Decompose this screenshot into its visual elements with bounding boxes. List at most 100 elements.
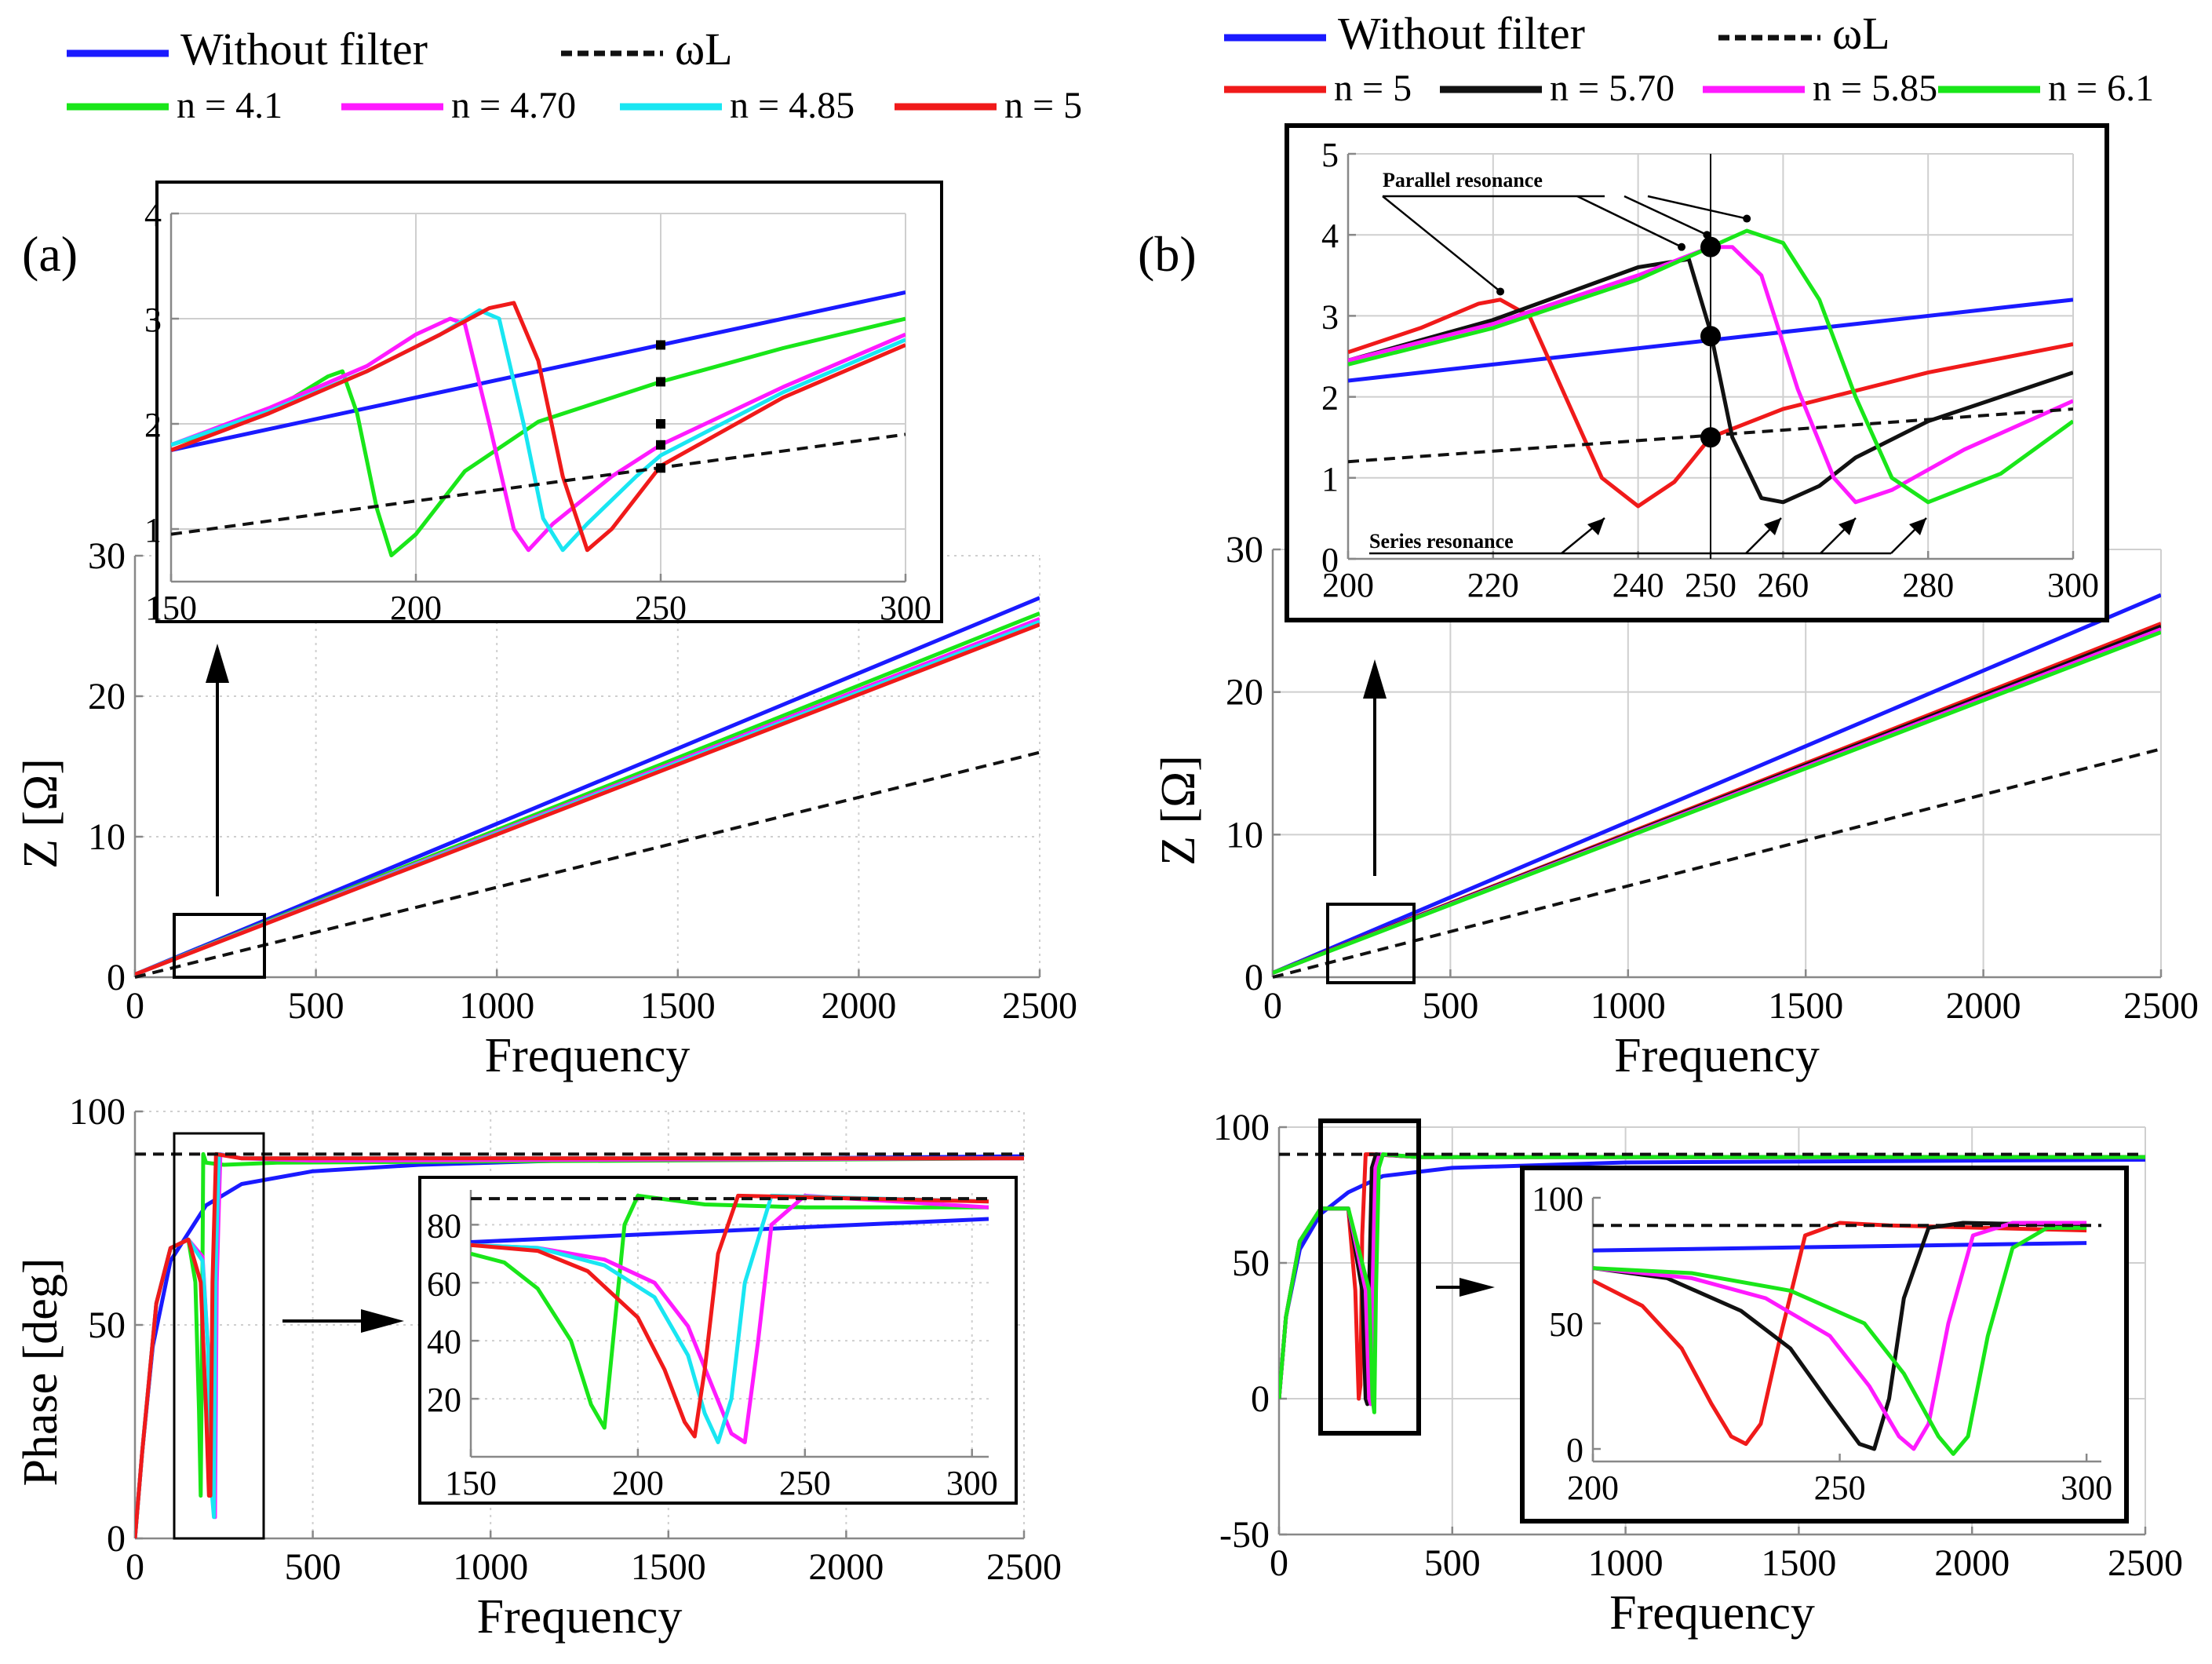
point-marker <box>656 463 665 473</box>
y-axis-label: Z [Ω] <box>1152 755 1205 866</box>
x-axis-label: Frequency <box>1614 1029 1820 1082</box>
y-tick-label: 30 <box>1226 529 1263 571</box>
y-tick-label: 100 <box>1532 1180 1583 1218</box>
y-tick-label: 80 <box>427 1206 461 1245</box>
legend-label: n = 5 <box>1334 68 1412 109</box>
x-tick-label: 300 <box>880 589 931 627</box>
point-marker <box>656 440 665 450</box>
x-tick-label: 2500 <box>986 1546 1062 1588</box>
chart-a-impedance: 0 500 1000 1500 2000 2500 0 10 20 30 Frequency Z [Ω… <box>14 535 1077 1082</box>
series-arrow-head <box>1587 518 1605 535</box>
zoom-decorations <box>173 644 1495 1540</box>
y-tick-label: 4 <box>144 195 162 234</box>
y-tick-label: 20 <box>1226 672 1263 713</box>
x-tick-label: 1500 <box>631 1546 706 1588</box>
legend: Without filter ωL n = 5 n = 5.70 n = 5.85 n =… <box>1224 8 2154 109</box>
x-tick-label: 1000 <box>453 1546 528 1588</box>
legend-label-without-filter: Without filter <box>180 24 428 75</box>
zoom-box-a-phase <box>173 1132 265 1540</box>
x-tick-label: 500 <box>285 1546 341 1588</box>
parallel-arrow-tip <box>1703 231 1711 239</box>
zoom-arrow-head <box>1459 1278 1495 1297</box>
x-tick-label: 200 <box>1322 566 1374 604</box>
y-tick-label: 100 <box>1213 1107 1270 1148</box>
chart-a-impedance-inset: 150 200 250 300 1 2 3 4 <box>144 181 943 627</box>
x-tick-label: 150 <box>445 1464 497 1502</box>
zoom-box-a-impedance <box>173 913 266 979</box>
x-tick-label: 250 <box>779 1464 831 1502</box>
y-axis-label: Z [Ω] <box>14 758 67 869</box>
x-tick-label: 240 <box>1613 566 1664 604</box>
y-tick-label: 20 <box>427 1381 461 1419</box>
series-line-magenta <box>171 316 906 553</box>
y-tick-label: 60 <box>427 1264 461 1303</box>
y-tick-label: 50 <box>1232 1243 1270 1284</box>
series-group <box>1279 1152 2145 1414</box>
x-tick-label: 200 <box>1567 1469 1619 1507</box>
x-axis-label: Frequency <box>1609 1586 1815 1640</box>
y-tick-label: 10 <box>1226 814 1263 856</box>
parallel-arrow <box>1623 195 1707 236</box>
x-tick-label: 280 <box>1902 566 1954 604</box>
x-tick-label: 220 <box>1467 566 1519 604</box>
x-tick-label: 1500 <box>640 985 716 1027</box>
legend-label: n = 4.85 <box>730 85 855 126</box>
legend-label-omega-l: ωL <box>675 24 733 75</box>
series-line-magenta <box>471 1193 989 1444</box>
y-tick-label: 50 <box>1549 1305 1583 1344</box>
x-tick-label: 2500 <box>2123 985 2199 1027</box>
y-tick-label: -50 <box>1219 1514 1270 1556</box>
panel-label-a: (a) <box>22 226 78 282</box>
series-group <box>1273 593 2161 979</box>
series-line-red <box>1348 297 2073 509</box>
y-tick-label: 3 <box>144 301 162 339</box>
series-line-blue <box>135 596 1040 976</box>
chart-a-phase: 0 500 1000 1500 2000 2500 0 50 100 Frequency Phase… <box>14 1091 1062 1644</box>
series-line-dashed <box>171 432 906 536</box>
y-tick-label: 0 <box>1321 541 1339 579</box>
x-tick-label: 1000 <box>1591 985 1666 1027</box>
y-tick-label: 2 <box>1321 379 1339 418</box>
chart-b-phase-inset: 200 250 300 0 50 100 <box>1520 1166 2129 1524</box>
zoom-arrow-head <box>206 644 229 683</box>
y-tick-label: 0 <box>107 1518 126 1560</box>
x-tick-label: 0 <box>1263 985 1282 1027</box>
series-line-black <box>1348 257 2073 505</box>
series-line-dashed <box>1273 747 2161 979</box>
y-tick-label: 1 <box>1321 460 1339 498</box>
point-marker <box>656 419 665 429</box>
y-tick-label: 1 <box>144 511 162 549</box>
y-axis-label: Phase [deg] <box>14 1258 67 1487</box>
series-group <box>1593 1221 2101 1456</box>
legend: Without filter ωL n = 4.1 n = 4.70 n = 4.85 n… <box>67 24 1082 126</box>
x-tick-label: 2000 <box>1934 1542 2010 1584</box>
x-tick-label: 500 <box>1422 985 1478 1027</box>
parallel-arrow <box>1647 195 1747 220</box>
x-tick-label: 2500 <box>1002 985 1077 1027</box>
inset-frame <box>155 181 943 623</box>
series-group <box>135 596 1040 979</box>
x-tick-label: 260 <box>1757 566 1809 604</box>
x-axis-label: Frequency <box>477 1590 683 1644</box>
legend-label: n = 5.85 <box>1813 68 1937 109</box>
parallel-arrow <box>1576 195 1682 248</box>
zoom-box-b-impedance <box>1326 903 1416 984</box>
series-arrow-head <box>1909 518 1926 535</box>
series-line-blue <box>1593 1241 2087 1253</box>
x-tick-label: 250 <box>1685 566 1736 604</box>
series-arrow-head <box>1764 518 1781 535</box>
legend-label: n = 5 <box>1004 85 1082 126</box>
x-tick-label: 2500 <box>2108 1542 2183 1584</box>
panel-label-b: (b) <box>1138 226 1197 282</box>
y-tick-label: 100 <box>69 1091 126 1133</box>
series-line-red <box>1593 1221 2087 1447</box>
x-tick-label: 300 <box>2061 1469 2112 1507</box>
parallel-arrow-tip <box>1678 243 1686 251</box>
legend-label: n = 4.70 <box>451 85 576 126</box>
x-tick-label: 250 <box>635 589 687 627</box>
y-tick-label: 50 <box>88 1305 126 1346</box>
x-tick-label: 1500 <box>1761 1542 1836 1584</box>
point-marker <box>656 377 665 387</box>
parallel-arrow-tip <box>1743 214 1751 223</box>
